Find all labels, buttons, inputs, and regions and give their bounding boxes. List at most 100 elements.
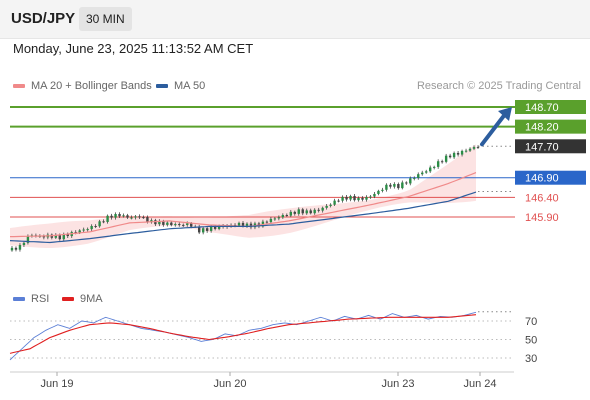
price-levels: 148.70 148.20 147.70 146.90 146.40 145.90 xyxy=(10,100,586,224)
candle xyxy=(10,246,14,252)
level-label-145-90: 145.90 xyxy=(525,212,559,224)
candle xyxy=(436,159,440,169)
candle xyxy=(389,182,392,189)
ma9-label: 9MA xyxy=(80,293,103,305)
candle-body xyxy=(213,226,217,229)
candle-body xyxy=(456,152,460,155)
candle xyxy=(182,223,185,227)
candle-body xyxy=(74,232,77,234)
rsi-tick-50: 50 xyxy=(525,335,537,347)
candle xyxy=(329,203,332,208)
candle xyxy=(385,183,388,192)
candle-body xyxy=(237,222,241,226)
candle xyxy=(289,209,292,218)
candle xyxy=(150,218,153,224)
candle xyxy=(405,181,408,185)
candle xyxy=(345,194,348,202)
candle-body xyxy=(162,221,165,225)
level-label-146-90: 146.90 xyxy=(525,173,559,185)
candle xyxy=(429,165,432,173)
symbol-label: USD/JPY xyxy=(11,10,76,27)
level-tag-148-20 xyxy=(515,119,586,134)
candle-body xyxy=(86,229,89,231)
candle xyxy=(66,232,69,239)
candle-body xyxy=(285,215,289,217)
time-tick-label: Jun 24 xyxy=(463,378,496,390)
candle-body xyxy=(436,161,440,167)
candle-body xyxy=(142,217,145,219)
candle xyxy=(265,220,269,224)
candle-body xyxy=(325,205,328,208)
candle xyxy=(205,226,209,233)
candle-body xyxy=(110,215,113,218)
candle-body xyxy=(345,196,348,200)
candle xyxy=(313,208,316,215)
candle-body xyxy=(241,222,245,227)
candle-body xyxy=(413,177,416,179)
candle-body xyxy=(309,210,312,214)
candle xyxy=(158,219,161,227)
candle-body xyxy=(297,209,300,214)
candle xyxy=(301,207,304,216)
candle-body xyxy=(440,161,444,163)
candle xyxy=(472,145,476,151)
candle-body xyxy=(468,148,472,151)
candle xyxy=(365,195,368,202)
candle xyxy=(333,198,336,206)
legend-ma20: MA 20 + Bollinger Bands xyxy=(13,80,152,92)
candle-body xyxy=(205,228,209,231)
candle-body xyxy=(42,236,46,238)
candle xyxy=(393,182,396,189)
candle xyxy=(397,182,400,190)
candle xyxy=(297,207,300,216)
candle xyxy=(86,227,89,232)
ma50-swatch xyxy=(156,84,168,89)
time-tick-label: Jun 19 xyxy=(40,378,73,390)
candle-body xyxy=(333,200,336,205)
candle-body xyxy=(301,209,304,214)
candle-body xyxy=(385,184,388,190)
candle xyxy=(425,169,428,174)
candle xyxy=(337,198,340,203)
candle-body xyxy=(421,172,424,175)
candle-body xyxy=(146,217,149,223)
candle xyxy=(409,176,412,186)
candle xyxy=(317,207,320,213)
candle xyxy=(464,148,468,153)
candle xyxy=(170,220,173,227)
candle xyxy=(421,170,424,176)
candle xyxy=(82,227,85,233)
candle-body xyxy=(58,235,61,240)
candle xyxy=(373,192,376,199)
candle xyxy=(381,187,384,193)
candle xyxy=(468,147,472,153)
candle-body xyxy=(209,226,213,231)
candle-body xyxy=(118,214,121,217)
candle-body xyxy=(102,221,105,223)
candle-body xyxy=(90,226,93,230)
candle-body xyxy=(138,216,141,218)
candle-body xyxy=(126,215,129,218)
candle xyxy=(269,216,273,224)
candle-body xyxy=(381,189,384,191)
bollinger-band-fill xyxy=(10,144,476,248)
candle-body xyxy=(26,236,30,243)
candle xyxy=(476,145,480,149)
rsi-label: RSI xyxy=(31,293,50,305)
candle-body xyxy=(249,223,253,228)
candle xyxy=(321,206,324,213)
candle-body xyxy=(197,226,201,233)
candle xyxy=(102,219,105,224)
candle xyxy=(154,218,157,226)
ma20-swatch xyxy=(13,84,25,89)
candle-body xyxy=(393,183,396,187)
candle-body xyxy=(98,221,101,227)
candle-body xyxy=(265,221,269,223)
legend-rsi: RSI xyxy=(13,293,49,305)
candle-body xyxy=(305,210,308,214)
candle-body xyxy=(178,224,181,226)
candle xyxy=(281,213,285,219)
interval-button[interactable]: 30 MIN xyxy=(79,7,132,31)
candle-body xyxy=(114,214,117,218)
